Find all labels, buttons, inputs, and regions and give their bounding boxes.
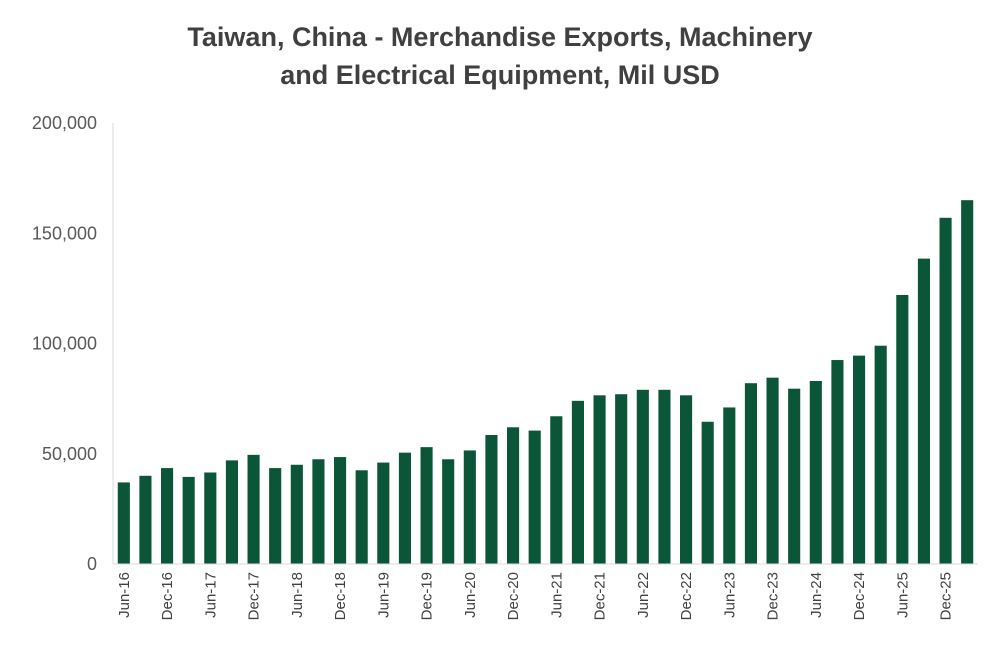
bar xyxy=(312,459,325,564)
bar xyxy=(420,447,433,564)
bar xyxy=(463,450,476,564)
bar xyxy=(507,427,520,564)
bar xyxy=(744,383,757,564)
x-tick-label: Jun-24 xyxy=(808,572,825,618)
x-tick-label: Jun-17 xyxy=(202,572,219,618)
x-tick-label: Jun-19 xyxy=(375,572,392,618)
bar xyxy=(723,407,736,564)
bar xyxy=(917,258,930,564)
chart-title-line-2: and Electrical Equipment, Mil USD xyxy=(280,60,720,90)
bar xyxy=(701,421,714,564)
x-tick-label: Dec-16 xyxy=(159,572,176,620)
bar xyxy=(182,476,195,564)
x-tick-label: Dec-22 xyxy=(678,572,695,620)
x-tick-label: Jun-21 xyxy=(548,572,565,618)
bar xyxy=(269,468,282,564)
bar xyxy=(680,395,693,564)
bar xyxy=(593,395,606,564)
bar xyxy=(377,462,390,564)
bar xyxy=(247,454,260,564)
x-tick-label: Jun-23 xyxy=(721,572,738,618)
bar xyxy=(485,435,498,564)
x-tick-label: Jun-18 xyxy=(289,572,306,618)
x-tick-label: Jun-16 xyxy=(116,572,133,618)
bar xyxy=(896,294,909,564)
x-tick-label: Jun-25 xyxy=(894,572,911,618)
x-tick-label: Dec-23 xyxy=(765,572,782,620)
x-tick-label: Dec-20 xyxy=(505,572,522,620)
bar xyxy=(355,470,368,564)
y-tick-label: 50,000 xyxy=(42,444,97,464)
bar xyxy=(658,389,671,564)
bar xyxy=(139,475,152,564)
x-tick-label: Dec-17 xyxy=(246,572,263,620)
chart-title: Taiwan, China - Merchandise Exports, Mac… xyxy=(0,18,1000,94)
bar xyxy=(961,200,974,564)
y-tick-label: 100,000 xyxy=(32,334,97,354)
bar xyxy=(874,345,887,564)
bar xyxy=(550,416,563,564)
x-tick-label: Jun-22 xyxy=(635,572,652,618)
bar xyxy=(939,217,952,564)
x-tick-label: Dec-24 xyxy=(851,572,868,620)
bar xyxy=(225,460,238,564)
x-tick-label: Dec-19 xyxy=(419,572,436,620)
x-tick-label: Dec-25 xyxy=(938,572,955,620)
bar xyxy=(853,355,866,564)
bar xyxy=(117,482,130,564)
bar xyxy=(809,380,822,564)
bar xyxy=(788,388,801,564)
y-tick-label: 150,000 xyxy=(32,223,97,243)
bar xyxy=(831,360,844,564)
bar xyxy=(334,457,347,564)
x-tick-label: Dec-18 xyxy=(332,572,349,620)
y-tick-label: 200,000 xyxy=(32,113,97,133)
bar xyxy=(571,400,584,564)
chart-title-line-1: Taiwan, China - Merchandise Exports, Mac… xyxy=(187,22,813,52)
x-tick-label: Jun-20 xyxy=(462,572,479,618)
bar xyxy=(766,377,779,564)
bar xyxy=(161,468,174,564)
bar xyxy=(528,430,541,564)
bar xyxy=(204,472,217,564)
bar xyxy=(442,459,455,564)
bar xyxy=(615,394,628,564)
bar xyxy=(290,464,303,564)
bar xyxy=(636,389,649,564)
x-tick-label: Dec-21 xyxy=(592,572,609,620)
y-tick-label: 0 xyxy=(87,554,97,574)
bar xyxy=(398,452,411,564)
